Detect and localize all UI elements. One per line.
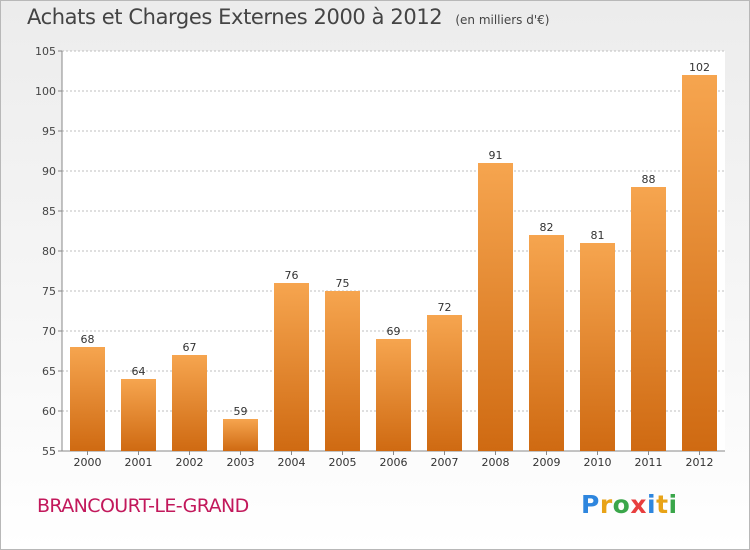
proxiti-logo: Proxiti — [581, 490, 678, 519]
bar-2000 — [70, 347, 105, 451]
x-tick-label: 2004 — [278, 456, 306, 469]
data-label: 67 — [183, 341, 197, 354]
data-label: 59 — [234, 405, 248, 418]
chart-title: Achats et Charges Externes 2000 à 2012 — [27, 5, 443, 29]
logo-letter: x — [630, 490, 647, 519]
x-tick-label: 2008 — [482, 456, 510, 469]
x-tick-label: 2000 — [74, 456, 102, 469]
data-label: 76 — [285, 269, 299, 282]
y-tick-label: 70 — [42, 325, 56, 338]
y-tick-label: 55 — [42, 445, 56, 458]
bar-2007 — [427, 315, 462, 451]
bar-2002 — [172, 355, 207, 451]
data-label: 88 — [642, 173, 656, 186]
logo-letter: i — [668, 490, 678, 519]
data-label: 72 — [438, 301, 452, 314]
data-label: 75 — [336, 277, 350, 290]
data-label: 64 — [132, 365, 146, 378]
y-tick-label: 75 — [42, 285, 56, 298]
y-tick-label: 100 — [35, 85, 56, 98]
x-tick-label: 2001 — [125, 456, 153, 469]
y-tick-label: 90 — [42, 165, 56, 178]
x-tick-label: 2002 — [176, 456, 204, 469]
y-tick-label: 105 — [35, 45, 56, 58]
data-label: 68 — [81, 333, 95, 346]
bar-2006 — [376, 339, 411, 451]
x-tick-label: 2003 — [227, 456, 255, 469]
x-tick-label: 2010 — [584, 456, 612, 469]
y-tick-label: 80 — [42, 245, 56, 258]
x-tick-label: 2005 — [329, 456, 357, 469]
bar-2001 — [121, 379, 156, 451]
y-tick-label: 60 — [42, 405, 56, 418]
bar-chart: 55 60 65 70 75 80 85 90 95 100 105 68 2000 64 2001 67 20… — [35, 45, 725, 469]
logo-letter: o — [612, 490, 631, 519]
bar-2005 — [325, 291, 360, 451]
y-tick-label: 85 — [42, 205, 56, 218]
logo-letter: r — [599, 490, 613, 519]
bar-2004 — [274, 283, 309, 451]
title-block: Achats et Charges Externes 2000 à 2012 (… — [27, 5, 549, 29]
y-tick-label: 65 — [42, 365, 56, 378]
x-tick-label: 2007 — [431, 456, 459, 469]
bar-2008 — [478, 163, 513, 451]
chart-subtitle: (en milliers d'€) — [455, 13, 550, 27]
data-label: 102 — [689, 61, 710, 74]
x-tick-label: 2011 — [635, 456, 663, 469]
y-tick-label: 95 — [42, 125, 56, 138]
bar-2009 — [529, 235, 564, 451]
x-tick-label: 2009 — [533, 456, 561, 469]
logo-letter: P — [581, 490, 600, 519]
bar-2003 — [223, 419, 258, 451]
logo-letter: i — [647, 490, 657, 519]
x-tick-label: 2006 — [380, 456, 408, 469]
bar-2012 — [682, 75, 717, 451]
data-label: 81 — [591, 229, 605, 242]
logo-letter: t — [656, 490, 669, 519]
data-label: 82 — [540, 221, 554, 234]
bar-2011 — [631, 187, 666, 451]
commune-name: BRANCOURT-LE-GRAND — [37, 495, 249, 517]
bar-2010 — [580, 243, 615, 451]
data-label: 91 — [489, 149, 503, 162]
data-label: 69 — [387, 325, 401, 338]
x-tick-label: 2012 — [686, 456, 714, 469]
